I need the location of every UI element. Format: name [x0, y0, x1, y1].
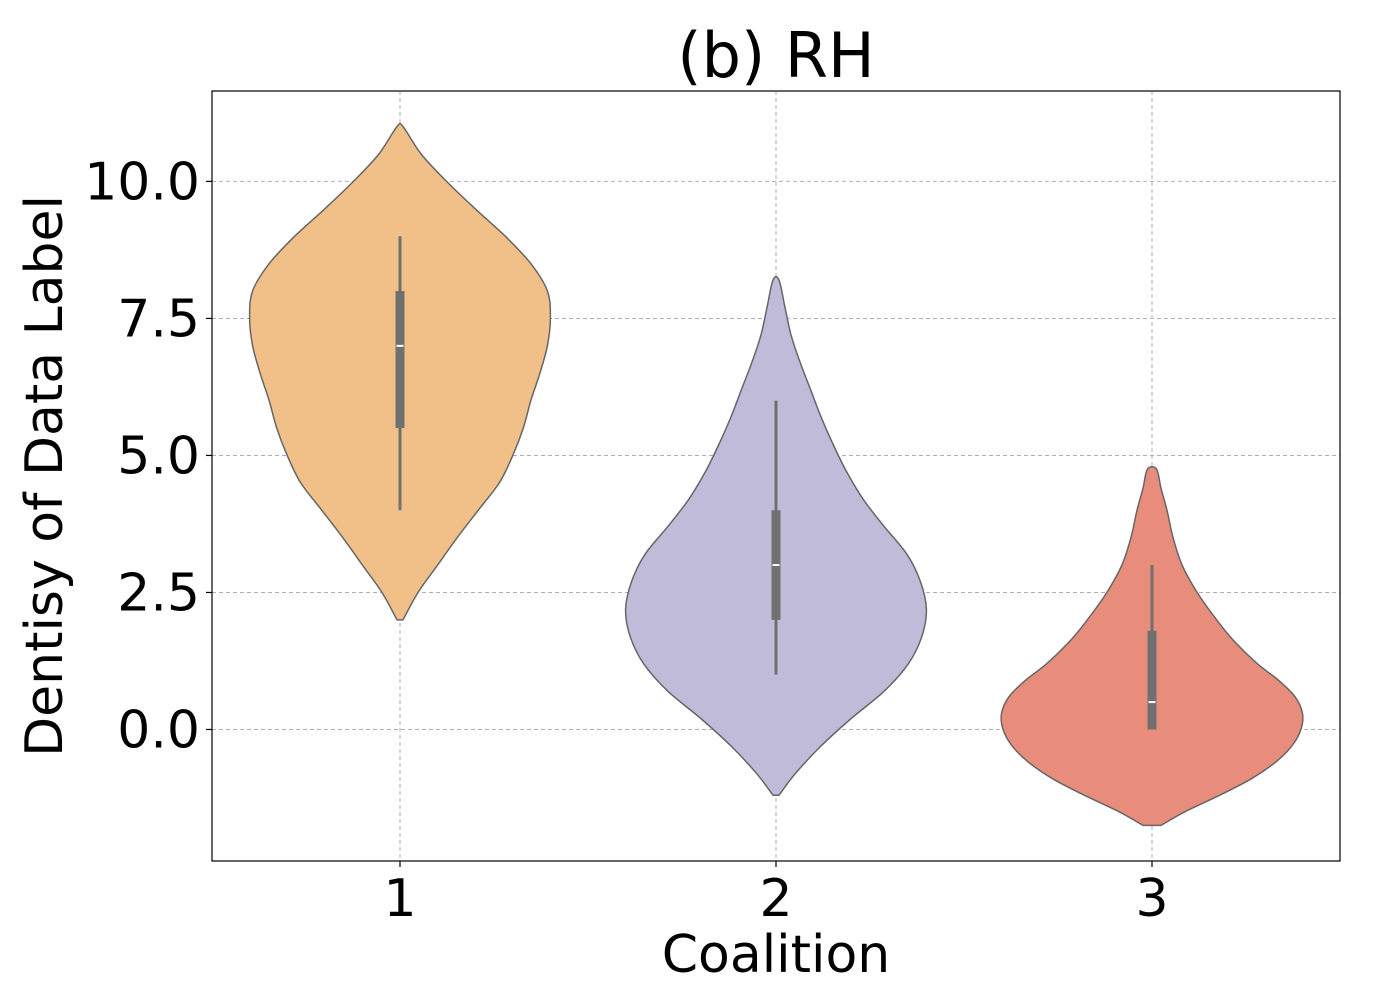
y-axis-label: Dentisy of Data Label — [15, 195, 75, 757]
y-tick-label: 0.0 — [117, 700, 200, 760]
chart-title: (b) RH — [677, 19, 874, 92]
x-tick-label: 3 — [1135, 869, 1168, 929]
x-axis-label: Coalition — [662, 925, 891, 985]
x-axis-ticks: 1 2 3 — [383, 861, 1169, 929]
violin-iqr-box-1 — [395, 291, 405, 429]
y-tick-label: 5.0 — [117, 426, 200, 486]
y-tick-label: 2.5 — [117, 563, 200, 623]
x-tick-label: 1 — [383, 869, 416, 929]
y-axis-ticks: 0.0 2.5 5.0 7.5 10.0 — [84, 152, 212, 760]
x-tick-label: 2 — [759, 869, 792, 929]
violins — [248, 122, 1304, 827]
y-tick-label: 10.0 — [84, 152, 200, 212]
violin-iqr-box-3 — [1147, 630, 1157, 730]
y-tick-label: 7.5 — [117, 289, 200, 349]
